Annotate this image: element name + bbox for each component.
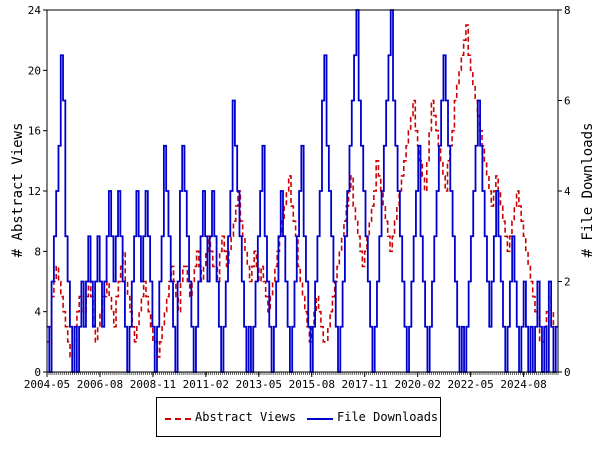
right-tick-label: 0 — [564, 366, 571, 379]
legend-label-abstract-views: Abstract Views — [195, 410, 297, 424]
left-tick-label: 12 — [28, 185, 41, 198]
right-axis-title: # File Downloads — [580, 123, 596, 258]
x-tick-label: 2015-08 — [289, 378, 335, 391]
x-tick-label: 2017-11 — [342, 378, 388, 391]
legend-swatch-file-downloads — [307, 418, 333, 420]
legend-swatch-abstract-views — [165, 418, 191, 420]
right-tick-label: 6 — [564, 95, 571, 108]
x-tick-label: 2013-05 — [236, 378, 282, 391]
x-tick-label: 2004-05 — [24, 378, 70, 391]
left-tick-label: 16 — [28, 125, 41, 138]
right-tick-label: 4 — [564, 185, 571, 198]
left-axis-ticks: 0 4 8 12 16 20 24 — [28, 4, 47, 379]
x-tick-label: 2024-08 — [500, 378, 546, 391]
x-tick-label: 2006-08 — [77, 378, 123, 391]
left-tick-label: 0 — [34, 366, 41, 379]
x-tick-label: 2022-05 — [447, 378, 493, 391]
legend-label-file-downloads: File Downloads — [337, 410, 439, 424]
left-tick-label: 24 — [28, 4, 42, 17]
left-tick-label: 20 — [28, 64, 41, 77]
legend: Abstract Views File Downloads — [156, 397, 441, 437]
left-axis-title: # Abstract Views — [10, 123, 26, 258]
x-tick-label: 2020-02 — [394, 378, 440, 391]
plot-frame — [46, 9, 559, 373]
right-tick-label: 2 — [564, 276, 571, 289]
x-tick-label: 2011-02 — [183, 378, 229, 391]
right-tick-label: 8 — [564, 4, 571, 17]
series-line-file-downloads — [47, 9, 558, 373]
series-line-abstract-views — [47, 24, 558, 358]
series-layer — [47, 9, 558, 373]
x-tick-label: 2008-11 — [130, 378, 176, 391]
left-tick-label: 8 — [34, 245, 41, 258]
left-tick-label: 4 — [34, 306, 41, 319]
x-axis-ticks: 2004-05 2006-08 2008-11 2011-02 2013-05 2015-… — [24, 372, 559, 391]
right-axis-ticks: 0 2 4 6 8 — [558, 4, 571, 379]
